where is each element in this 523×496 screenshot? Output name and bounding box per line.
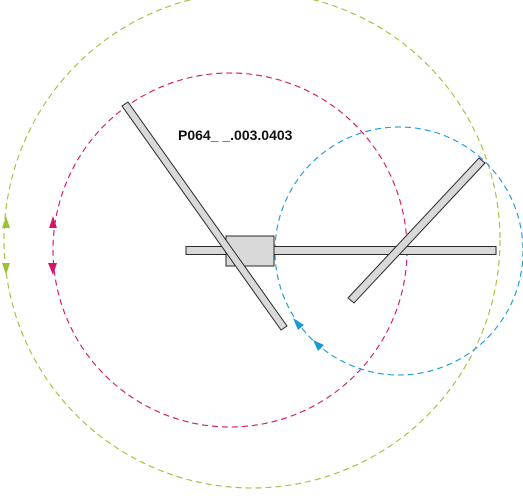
part-code-label: P064_ _.003.0403 [178,127,293,143]
green-arrow-down-icon [2,263,10,275]
short-diagonal-bar [347,157,486,304]
green-arrow-up-icon [2,216,10,228]
magenta-arrow-down-icon [48,263,57,275]
cyan-arrow-1-icon [293,318,304,330]
cyan-arrow-2-icon [313,340,324,351]
cyan-rotation-circle [274,126,523,376]
long-diagonal-bar [121,101,288,331]
horizontal-bar [185,246,497,255]
green-rotation-circle [3,0,501,489]
magenta-arrow-up-icon [49,216,57,228]
